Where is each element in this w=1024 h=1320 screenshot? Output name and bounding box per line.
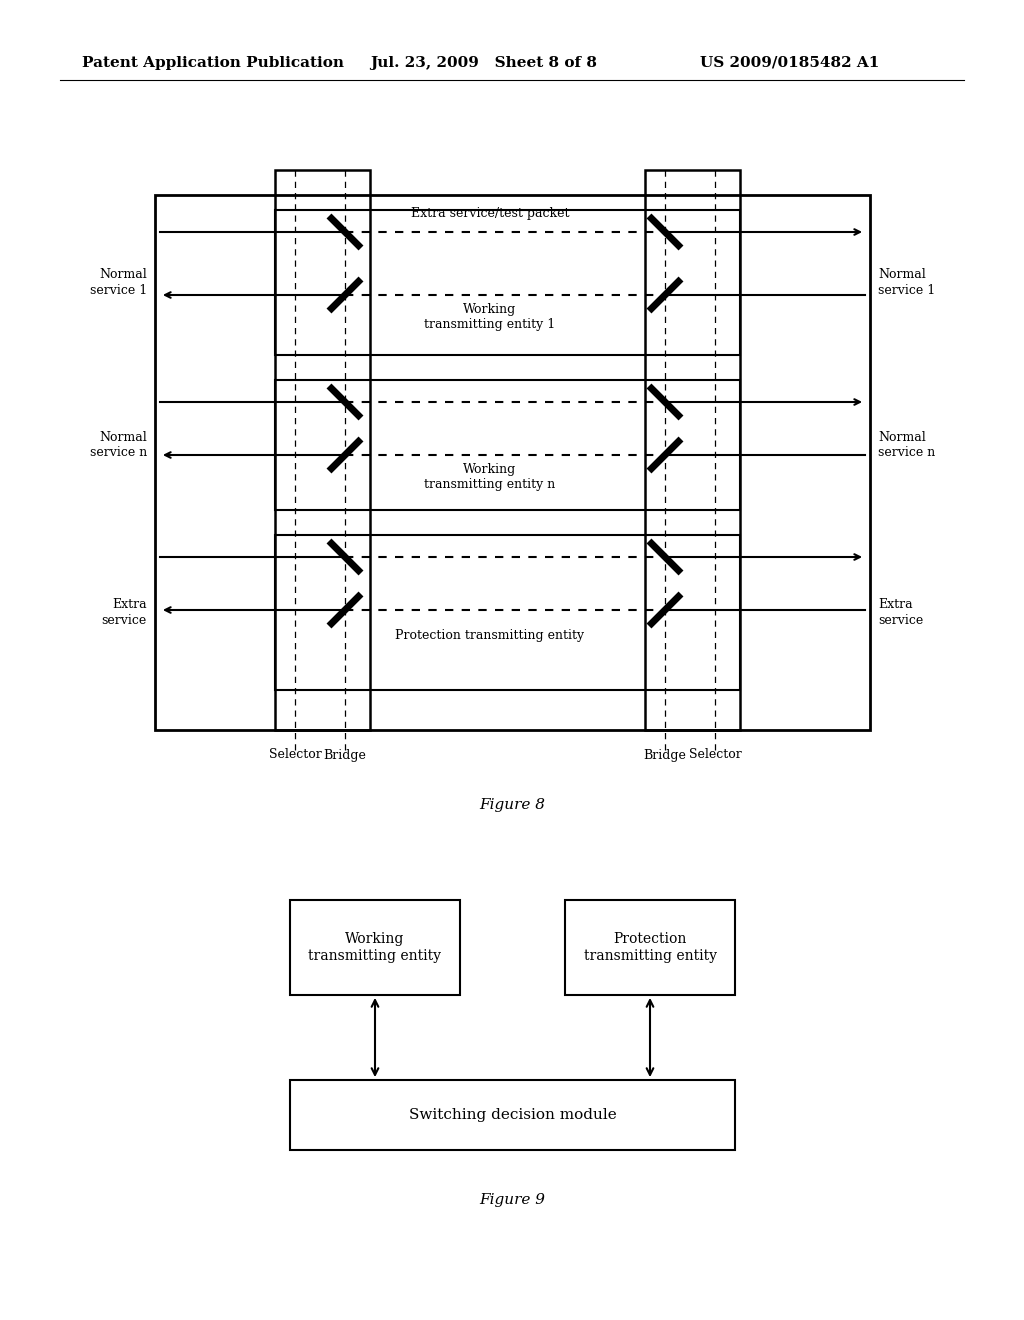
Text: Extra
service: Extra service [878, 598, 924, 627]
Text: Bridge: Bridge [324, 748, 367, 762]
Text: Bridge: Bridge [643, 748, 686, 762]
Text: Figure 8: Figure 8 [479, 799, 545, 812]
Text: Protection transmitting entity: Protection transmitting entity [395, 628, 585, 642]
Text: Normal
service 1: Normal service 1 [878, 268, 935, 297]
Text: Working
transmitting entity 1: Working transmitting entity 1 [424, 304, 556, 331]
Text: Extra service/test packet: Extra service/test packet [411, 207, 569, 220]
Text: Working
transmitting entity: Working transmitting entity [308, 932, 441, 962]
Text: Normal
service 1: Normal service 1 [90, 268, 147, 297]
Text: Selector: Selector [688, 748, 741, 762]
Text: Patent Application Publication: Patent Application Publication [82, 55, 344, 70]
Text: Jul. 23, 2009   Sheet 8 of 8: Jul. 23, 2009 Sheet 8 of 8 [370, 55, 597, 70]
Text: Extra
service: Extra service [101, 598, 147, 627]
Text: Working
transmitting entity n: Working transmitting entity n [424, 463, 556, 491]
Text: Normal
service n: Normal service n [90, 432, 147, 459]
Text: Selector: Selector [268, 748, 322, 762]
Text: Protection
transmitting entity: Protection transmitting entity [584, 932, 717, 962]
Text: Switching decision module: Switching decision module [409, 1107, 616, 1122]
Text: US 2009/0185482 A1: US 2009/0185482 A1 [700, 55, 880, 70]
Text: Normal
service n: Normal service n [878, 432, 935, 459]
Text: Figure 9: Figure 9 [479, 1193, 545, 1206]
